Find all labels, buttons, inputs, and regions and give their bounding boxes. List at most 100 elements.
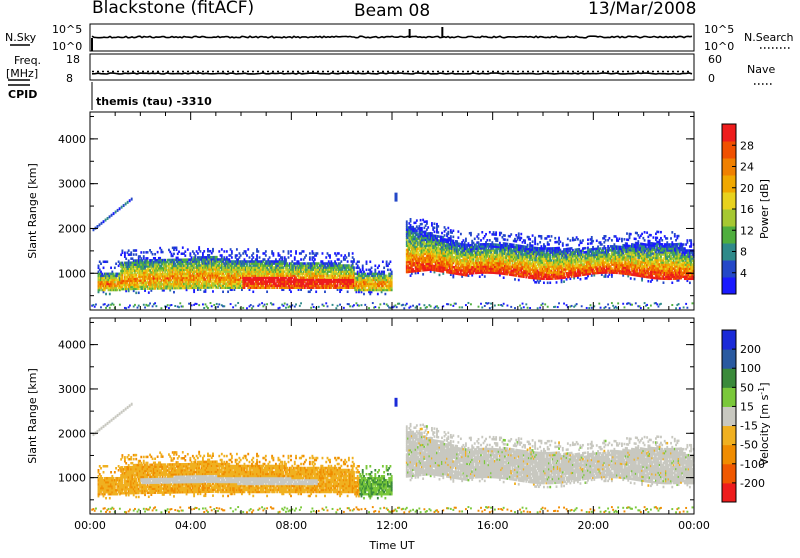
power-cell	[110, 267, 112, 270]
power-cell	[507, 239, 509, 242]
power-cell	[498, 304, 500, 306]
power-cell	[240, 254, 242, 257]
power-cell	[349, 305, 351, 307]
power-cell	[223, 250, 225, 253]
power-cell	[160, 307, 162, 309]
power-cell	[184, 250, 186, 253]
power-cell	[457, 230, 459, 233]
power-cell	[198, 304, 200, 306]
power-cell	[468, 275, 470, 278]
power-cell	[203, 307, 205, 309]
power-cell	[230, 303, 232, 305]
power-cell	[504, 238, 506, 241]
power-cell	[410, 274, 412, 277]
power-cell	[389, 261, 391, 264]
power-cell	[426, 220, 428, 223]
power-cell	[223, 305, 225, 307]
power-cell	[422, 273, 424, 276]
power-cell	[361, 304, 363, 306]
power-cell	[434, 222, 436, 225]
power-cell	[205, 303, 207, 305]
power-cell	[437, 231, 439, 234]
power-cell	[245, 250, 247, 253]
power-cell	[154, 302, 156, 304]
power-cell	[410, 218, 412, 221]
power-cell	[383, 267, 385, 270]
power-cell	[283, 250, 285, 253]
power-cell	[421, 223, 423, 226]
power-cell	[217, 306, 219, 308]
power-cell	[325, 302, 327, 304]
power-cell	[252, 305, 254, 307]
power-cell	[356, 302, 358, 304]
power-cell	[189, 252, 191, 255]
power-cell	[252, 256, 254, 259]
power-cell	[480, 303, 482, 305]
power-cell	[465, 238, 467, 241]
power-cell	[447, 227, 449, 230]
power-cell	[167, 304, 169, 306]
power-cell	[480, 239, 482, 242]
power-cell	[138, 305, 140, 307]
power-cell	[340, 260, 342, 263]
noise-right-tick-bottom: 10^0	[704, 40, 734, 53]
power-cell	[199, 250, 201, 253]
power-cell	[108, 304, 110, 306]
power-cell	[368, 307, 370, 309]
power-cell	[197, 252, 199, 255]
power-cell	[439, 274, 441, 277]
power-cell	[281, 256, 283, 259]
power-cell	[284, 303, 286, 305]
power-cell	[353, 258, 355, 261]
power-cell	[246, 254, 248, 257]
power-cell	[143, 255, 145, 258]
power-cell	[420, 307, 422, 309]
power-cell	[252, 252, 254, 255]
power-cell	[348, 252, 350, 255]
power-cell	[149, 302, 151, 304]
power-cell	[314, 258, 316, 261]
power-cell	[383, 303, 385, 305]
power-cell	[221, 254, 223, 257]
power-cell	[250, 304, 252, 306]
power-cell	[332, 304, 334, 306]
frequency-strip-frame	[90, 54, 694, 80]
power-cell	[311, 303, 313, 305]
power-cell	[430, 305, 432, 307]
power-cell	[450, 229, 452, 232]
power-cell	[299, 305, 301, 307]
power-cell	[236, 248, 238, 251]
power-cell	[269, 256, 271, 259]
power-cell	[294, 256, 296, 259]
power-cell	[459, 306, 461, 308]
power-cell	[261, 302, 263, 304]
power-cell	[94, 306, 96, 308]
power-cell	[455, 303, 457, 305]
power-cell	[323, 305, 325, 307]
power-cell	[148, 304, 150, 306]
power-cell	[114, 267, 116, 270]
power-cell	[335, 307, 337, 309]
power-cell	[294, 306, 296, 308]
power-cell	[143, 304, 145, 306]
power-cell	[461, 306, 463, 308]
power-cell	[134, 304, 136, 306]
power-cell	[288, 256, 290, 259]
beam-title: Beam 08	[354, 1, 430, 21]
power-cell	[305, 254, 307, 257]
power-cell	[203, 250, 205, 253]
power-cell	[452, 236, 454, 239]
power-cell	[325, 256, 327, 259]
power-cell	[242, 307, 244, 309]
power-cell	[481, 231, 483, 234]
power-cell	[135, 253, 137, 256]
power-cell	[468, 302, 470, 304]
power-cell	[212, 248, 214, 251]
power-cell	[465, 304, 467, 306]
power-cell	[499, 242, 501, 245]
power-cell	[369, 261, 371, 264]
power-cell	[119, 304, 121, 306]
power-cell	[345, 256, 347, 259]
power-cell	[452, 305, 454, 307]
